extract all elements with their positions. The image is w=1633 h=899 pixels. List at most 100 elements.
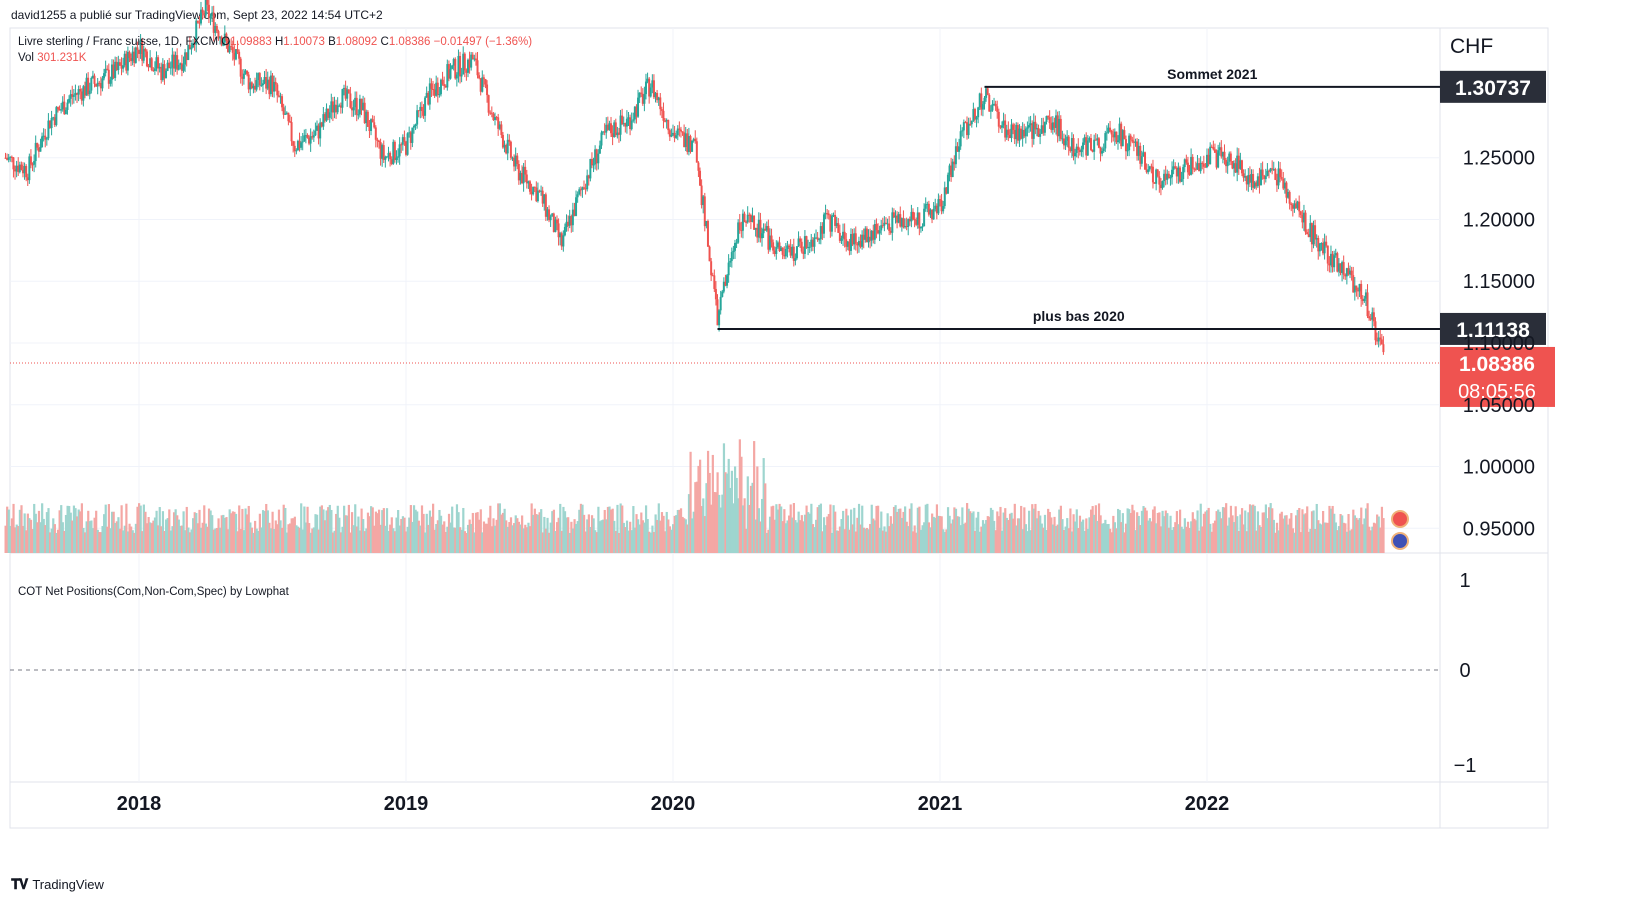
candle-body	[1124, 139, 1127, 152]
volume-bar	[45, 512, 49, 553]
volume-bar	[762, 458, 765, 553]
volume-bar	[1156, 512, 1159, 553]
candle-body	[433, 89, 436, 96]
volume-bar	[563, 511, 567, 553]
volume-bar	[584, 531, 587, 553]
candle-body	[904, 226, 907, 228]
volume-bar	[257, 530, 260, 553]
symbol-name[interactable]: Livre sterling / Franc suisse, 1D, FXCM	[18, 36, 219, 48]
candle-body	[1326, 245, 1329, 264]
volume-bar	[573, 519, 576, 553]
candle-body	[1075, 146, 1078, 153]
volume-bar	[176, 515, 179, 553]
volume-bar	[417, 520, 420, 553]
candle-body	[14, 169, 17, 172]
candle-body	[203, 12, 206, 16]
volume-bar	[1312, 510, 1315, 553]
candle-body	[309, 136, 312, 144]
candle-body	[870, 230, 873, 241]
volume-bar	[1020, 505, 1023, 553]
candle-body	[285, 112, 288, 114]
candle-body	[741, 213, 744, 231]
volume-bar	[20, 505, 23, 553]
volume-bar	[726, 473, 729, 553]
candle-body	[1334, 253, 1337, 256]
volume-bar	[1144, 507, 1147, 553]
candle-body	[575, 197, 578, 216]
candle-body	[1045, 116, 1048, 122]
tradingview-footer[interactable]: 𝐓𝐕 TradingView	[11, 876, 104, 893]
candle-body	[432, 88, 435, 90]
candle-body	[1342, 262, 1345, 275]
candle-body	[49, 120, 51, 129]
candle-body	[149, 58, 152, 67]
volume-bar	[145, 523, 149, 553]
candle-body	[1121, 130, 1124, 147]
candle-body	[862, 234, 865, 240]
volume-bar	[460, 529, 463, 553]
candle-body	[638, 92, 641, 98]
volume-bar	[1182, 529, 1185, 553]
candle-body	[60, 109, 63, 111]
candle-body	[39, 147, 42, 152]
candle-body	[152, 69, 155, 72]
last-price-tag	[1440, 346, 1555, 407]
candle-body	[1304, 212, 1307, 233]
volume-bar	[489, 505, 492, 553]
candle-body	[830, 216, 833, 232]
candle-body	[540, 190, 543, 192]
volume-bar	[1064, 526, 1067, 553]
volume-bar	[967, 508, 970, 553]
volume-bar	[535, 514, 538, 553]
candle-body	[93, 75, 96, 84]
candle-body	[238, 51, 241, 59]
volume-bar	[1293, 532, 1296, 553]
cot-indicator-label[interactable]: COT Net Positions(Com,Non-Com,Spec) by L…	[18, 586, 289, 598]
volume-bar	[1217, 509, 1220, 553]
volume-bar	[292, 518, 295, 553]
candle-body	[1206, 154, 1208, 168]
candle-body	[1136, 141, 1139, 156]
volume-bar	[772, 505, 775, 553]
candle-body	[799, 238, 802, 242]
volume-bar	[878, 527, 881, 553]
volume-bar	[196, 523, 200, 553]
candle-body	[241, 76, 244, 79]
candle-body	[1020, 128, 1023, 139]
volume-bar	[1117, 508, 1120, 553]
candle-body	[403, 137, 406, 142]
volume-bar	[401, 516, 405, 553]
candle-body	[58, 109, 61, 111]
volume-bar	[133, 532, 136, 553]
candle-body	[373, 122, 376, 128]
candle-body	[447, 64, 450, 79]
candle-body	[4, 157, 7, 159]
volume-bar	[678, 509, 681, 553]
candle-body	[1318, 243, 1321, 252]
candle-body	[1008, 134, 1011, 139]
volume-bar	[1240, 508, 1244, 553]
volume-bar	[614, 530, 617, 553]
candle-body	[377, 140, 380, 142]
volume-bar	[1288, 518, 1291, 553]
volume-bar	[93, 517, 96, 553]
candle-body	[991, 104, 994, 111]
candle-body	[161, 64, 164, 80]
volume-bar	[494, 525, 497, 553]
candle-body	[1058, 118, 1061, 137]
candle-body	[716, 299, 719, 326]
volume-bar	[751, 482, 754, 553]
volume-bar	[1306, 506, 1309, 553]
candle-body	[393, 141, 396, 161]
volume-bar	[872, 518, 875, 553]
volume-bar	[77, 509, 80, 553]
level-tag	[1440, 312, 1546, 345]
volume-bar	[757, 508, 761, 553]
candle-body	[1253, 182, 1256, 188]
volume-bar	[227, 529, 230, 553]
volume-bar	[34, 513, 37, 553]
volume-bar	[1037, 510, 1040, 553]
volume-bar	[818, 504, 821, 553]
volume-bar	[308, 523, 311, 553]
